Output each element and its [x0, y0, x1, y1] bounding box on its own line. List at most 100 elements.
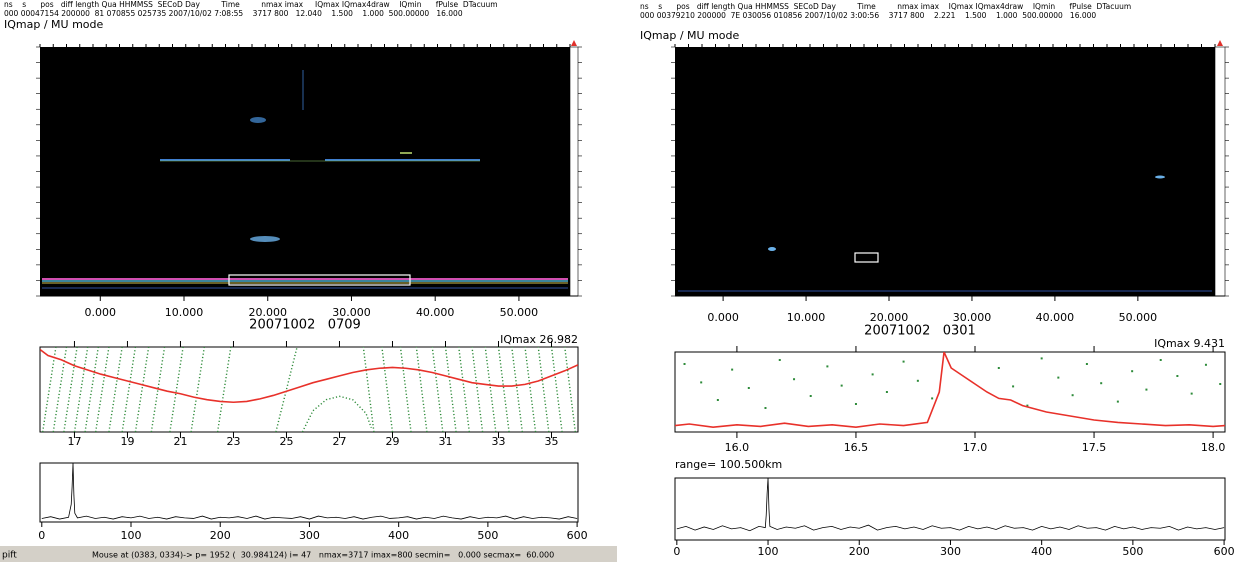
x-tick-label: 100 — [758, 545, 779, 558]
iq-map — [675, 47, 1215, 296]
phase-point — [747, 387, 750, 389]
phase-point — [1085, 363, 1088, 365]
x-tick-label: 17.0 — [963, 441, 988, 454]
x-tick-label: 500 — [1122, 545, 1143, 558]
phase-line — [63, 347, 78, 432]
image-features — [42, 70, 1212, 292]
marker — [571, 40, 577, 46]
phase-point — [931, 397, 934, 400]
phase-line — [564, 347, 577, 432]
x-tick-label: 600 — [1214, 545, 1235, 558]
phase-line — [362, 347, 375, 432]
x-tick-label: 50.000 — [1119, 311, 1158, 324]
phase-point — [1145, 388, 1148, 391]
status-text: Mouse at (0383, 0334)-> p= 1952 ( 30.984… — [92, 551, 554, 560]
mode-label: IQmap / MU mode — [4, 18, 104, 31]
phase-line — [216, 347, 232, 432]
trace-line — [676, 477, 1225, 532]
iqmax-label: IQmax 9.431 — [1154, 337, 1225, 350]
image-feature — [250, 117, 266, 123]
marker — [1217, 40, 1223, 46]
phase-point — [1040, 357, 1043, 360]
x-tick-label: 16.0 — [725, 441, 750, 454]
phase-line — [169, 347, 184, 432]
phase-point — [731, 368, 734, 371]
mode-label: IQmap / MU mode — [640, 29, 740, 42]
trace-line — [41, 462, 578, 520]
image-feature — [768, 247, 776, 251]
x-tick-label: 400 — [388, 529, 409, 542]
x-tick-label: 33 — [491, 435, 505, 448]
image-feature — [854, 252, 879, 263]
profile-line — [40, 348, 578, 404]
iq-map — [40, 47, 570, 296]
phase-line — [73, 347, 89, 432]
image-feature — [1155, 175, 1165, 179]
phase-point — [1219, 383, 1222, 385]
x-tick-label: 17 — [67, 435, 81, 448]
range-label: range= 100.500km — [675, 458, 782, 471]
phase-point — [716, 399, 719, 401]
phase-line — [108, 347, 123, 432]
phase-point — [871, 373, 874, 376]
phase-point — [1176, 375, 1179, 377]
x-tick-label: 18.0 — [1201, 441, 1226, 454]
x-tick-label: 100 — [121, 529, 142, 542]
trace-frame — [39, 462, 579, 523]
phase-point — [793, 378, 796, 381]
color-strip — [569, 46, 579, 297]
phase-point — [885, 391, 888, 393]
phase-point — [700, 381, 703, 384]
phase-point — [1159, 359, 1162, 361]
profile-line — [675, 352, 1225, 429]
phase-point — [1204, 363, 1207, 366]
phase-line — [275, 347, 298, 432]
x-tick-label: 300 — [940, 545, 961, 558]
x-tick-label: 35 — [544, 435, 558, 448]
phase-point — [840, 384, 843, 387]
profile-data — [675, 352, 1225, 429]
phase-line — [84, 347, 99, 432]
phase-point — [1131, 370, 1134, 373]
image-feature — [228, 274, 411, 286]
phase-line — [431, 347, 444, 432]
x-tick-label: 0.000 — [85, 306, 117, 319]
phase-line — [94, 347, 110, 432]
phase-point — [1026, 404, 1029, 407]
x-tick-label: 27 — [332, 435, 346, 448]
trace-frame — [674, 477, 1226, 541]
header-line: 000 00379210 200000 7E 030056 010856 200… — [640, 11, 1096, 20]
x-tick-label: 40.000 — [1036, 311, 1075, 324]
x-tick-label: 30.000 — [953, 311, 992, 324]
header-line: ns s pos diff length Qua HHMMSS SECoD Da… — [4, 0, 498, 9]
date-label: 20071002 0301 — [864, 324, 976, 339]
x-tick-label: 17.5 — [1082, 441, 1107, 454]
x-tick-label: 600 — [567, 529, 588, 542]
phase-line — [415, 347, 428, 432]
phase-line — [381, 347, 394, 432]
phase-point — [902, 360, 905, 363]
x-tick-label: 50.000 — [500, 306, 539, 319]
phase-line — [511, 347, 524, 432]
x-tick-label: 20.000 — [248, 306, 287, 319]
phase-line — [121, 347, 137, 432]
header-line: ns s pos diff length Qua HHMMSS SECoD Da… — [640, 2, 1131, 11]
phase-point — [826, 365, 829, 368]
phase-line — [301, 395, 372, 432]
x-tick-label: 20.000 — [870, 311, 909, 324]
profile-data — [40, 347, 578, 432]
profile-frame — [39, 346, 579, 433]
x-tick-label: 40.000 — [416, 306, 455, 319]
phase-point — [1116, 400, 1119, 403]
phase-line — [471, 347, 484, 432]
phase-line — [399, 347, 412, 432]
phase-point — [997, 367, 1000, 369]
date-label: 20071002 0709 — [249, 318, 361, 333]
x-tick-label: 0 — [673, 545, 680, 558]
status-left: pift — [2, 551, 17, 561]
phase-line — [484, 347, 497, 432]
phase-point — [778, 359, 781, 361]
phase-line — [497, 347, 510, 432]
